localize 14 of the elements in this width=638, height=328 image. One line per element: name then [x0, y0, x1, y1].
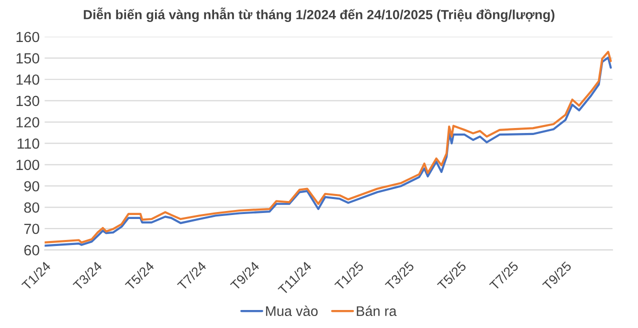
chart-title: Diễn biến giá vàng nhẫn từ tháng 1/2024 đến 24/10/2025 (Triệu đồng/lượng) [84, 8, 554, 22]
y-tick-label: 150 [16, 53, 40, 64]
y-tick-label: 140 [16, 74, 40, 85]
y-tick-label: 110 [18, 138, 40, 149]
y-tick-label: 130 [16, 96, 40, 106]
y-tick-label: 120 [16, 117, 40, 128]
legend-label: Bán ra [356, 306, 397, 316]
legend-label: Mua vào [266, 306, 318, 316]
y-tick-label: 70 [24, 224, 40, 234]
y-tick-label: 60 [24, 245, 40, 256]
y-tick-label: 100 [16, 160, 40, 170]
y-tick-label: 90 [24, 181, 40, 192]
y-tick-label: 160 [16, 32, 40, 42]
y-tick-label: 80 [24, 202, 40, 213]
